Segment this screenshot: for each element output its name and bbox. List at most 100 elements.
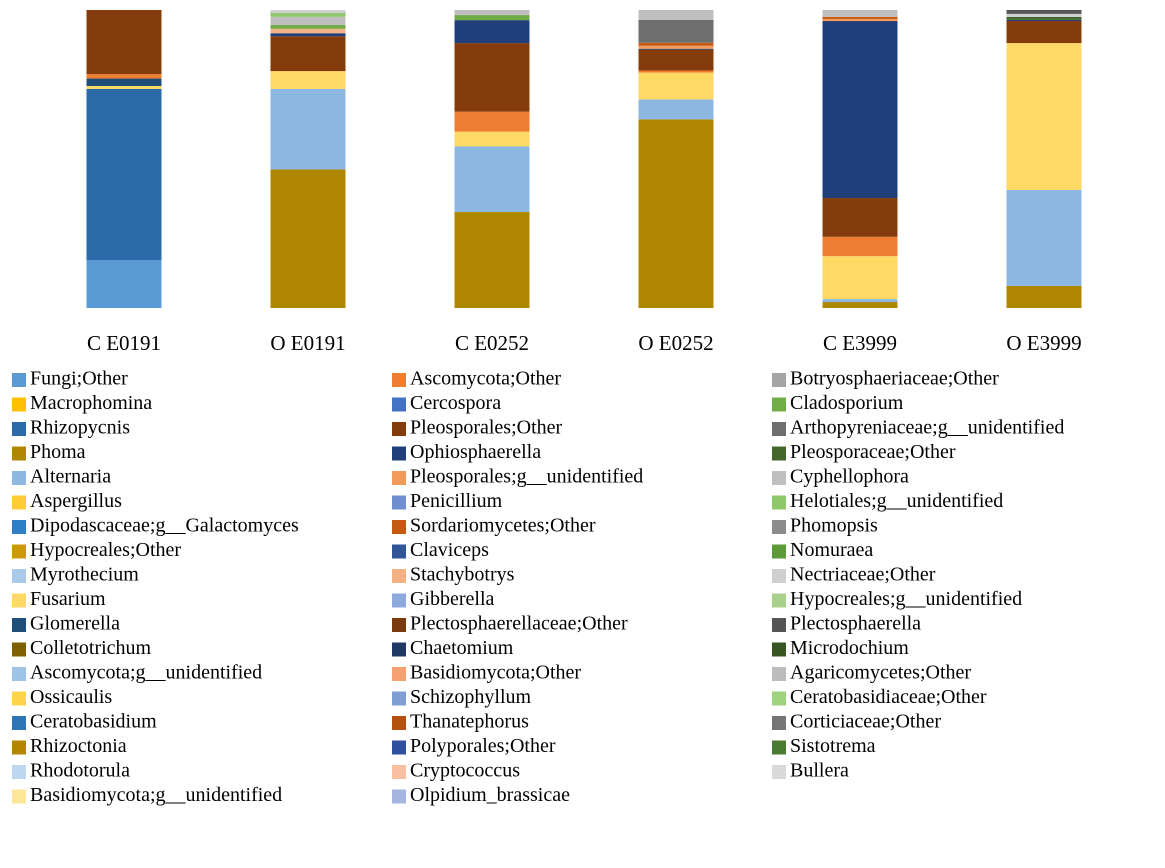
legend-swatch <box>392 422 406 436</box>
legend-swatch <box>392 520 406 534</box>
legend-label: Rhodotorula <box>30 760 130 782</box>
legend-swatch <box>772 740 786 755</box>
legend-swatch <box>392 495 406 510</box>
bar-segment <box>454 15 530 21</box>
legend-label: Macrophomina <box>30 392 152 414</box>
legend-swatch <box>12 471 26 485</box>
bar-segment <box>822 18 898 22</box>
legend-swatch <box>392 789 406 804</box>
legend-label: Microdochium <box>790 637 909 659</box>
x-tick-label: C E0252 <box>455 331 529 355</box>
legend-label: Basidiomycota;Other <box>410 662 581 684</box>
bar-segment <box>454 146 530 213</box>
legend-label: Penicillium <box>410 490 503 512</box>
legend-label: Pleosporales;g__unidentified <box>410 466 643 488</box>
legend-label: Cryptococcus <box>410 760 520 782</box>
legend-label: Hypocreales;g__unidentified <box>790 588 1022 610</box>
x-tick-label: O E0191 <box>270 331 345 355</box>
legend-label: Cyphellophora <box>790 466 909 488</box>
bar-segment <box>638 72 714 100</box>
bar-segment <box>822 302 898 308</box>
legend-label: Phoma <box>30 441 86 463</box>
legend-swatch <box>392 569 406 583</box>
legend-swatch <box>392 642 406 657</box>
legend-swatch <box>392 740 406 755</box>
legend-label: Dipodascaceae;g__Galactomyces <box>30 515 299 537</box>
bar-segment <box>638 99 714 120</box>
legend-swatch <box>392 765 406 779</box>
legend-label: Ascomycota;g__unidentified <box>30 662 262 684</box>
legend-swatch <box>12 716 26 730</box>
legend-label: Claviceps <box>410 539 489 561</box>
legend-swatch <box>12 397 26 412</box>
bar-segment <box>822 299 898 303</box>
bar-segment <box>822 236 898 257</box>
legend-label: Ossicaulis <box>30 686 112 708</box>
legend-swatch <box>12 520 26 534</box>
legend-label: Ceratobasidium <box>30 711 157 733</box>
legend-label: Colletotrichum <box>30 637 152 659</box>
legend-label: Polyporales;Other <box>410 735 556 757</box>
legend-swatch <box>392 397 406 412</box>
bar-segment <box>822 21 898 199</box>
x-tick-label: O E3999 <box>1006 331 1081 355</box>
x-tick-label: C E3999 <box>823 331 897 355</box>
legend-swatch <box>12 569 26 583</box>
legend-label: Helotiales;g__unidentified <box>790 490 1003 512</box>
bar-segment <box>86 78 162 86</box>
legend-label: Pleosporales;Other <box>410 417 563 439</box>
legend-swatch <box>12 789 26 804</box>
legend-swatch <box>772 593 786 608</box>
bar-segment <box>270 33 346 37</box>
bar-segment <box>86 260 162 308</box>
legend-swatch <box>392 716 406 730</box>
legend-label: Myrothecium <box>30 564 139 586</box>
bar-segment <box>270 12 346 17</box>
legend-swatch <box>392 446 406 461</box>
bar-segment <box>1006 43 1082 190</box>
legend-label: Agaricomycetes;Other <box>790 662 971 684</box>
legend-label: Rhizoctonia <box>30 735 127 757</box>
legend-label: Stachybotrys <box>410 564 515 586</box>
legend-swatch <box>392 593 406 608</box>
bar-segment <box>1006 285 1082 308</box>
bar-segment <box>638 49 714 71</box>
bar-segment <box>638 48 714 50</box>
legend-label: Cercospora <box>410 392 501 414</box>
legend-swatch <box>772 446 786 461</box>
legend-label: Sistotrema <box>790 735 876 757</box>
legend-label: Nectriaceae;Other <box>790 564 936 586</box>
legend-swatch <box>772 397 786 412</box>
bar-segment <box>270 10 346 13</box>
bar-segment <box>638 10 714 20</box>
legend-swatch <box>772 495 786 510</box>
bar-segment <box>822 198 898 237</box>
bar-segment <box>270 24 346 29</box>
bar-segment <box>270 28 346 34</box>
legend-swatch <box>12 373 26 387</box>
legend-swatch <box>12 618 26 632</box>
bar-segment <box>270 71 346 89</box>
legend-label: Schizophyllum <box>410 686 532 708</box>
bar-segment <box>1006 13 1082 17</box>
bar-segment <box>454 20 530 44</box>
bar-segment <box>86 74 162 79</box>
legend-swatch <box>392 618 406 632</box>
legend-swatch <box>772 373 786 387</box>
bar-segment <box>270 36 346 72</box>
legend-swatch <box>392 373 406 387</box>
legend-label: Fungi;Other <box>30 368 128 390</box>
legend-label: Corticiaceae;Other <box>790 711 941 733</box>
bar-segment <box>1006 21 1082 44</box>
bar-segment <box>270 169 346 308</box>
legend-swatch <box>772 667 786 681</box>
legend-swatch <box>12 642 26 657</box>
legend-label: Arthopyreniaceae;g__unidentified <box>790 417 1064 439</box>
legend-label: Ceratobasidiaceae;Other <box>790 686 987 708</box>
legend-label: Botryosphaeriaceae;Other <box>790 368 999 390</box>
legend-swatch <box>12 691 26 706</box>
legend-label: Thanatephorus <box>410 711 529 733</box>
legend-label: Chaetomium <box>410 637 514 659</box>
bar-segment <box>454 131 530 147</box>
